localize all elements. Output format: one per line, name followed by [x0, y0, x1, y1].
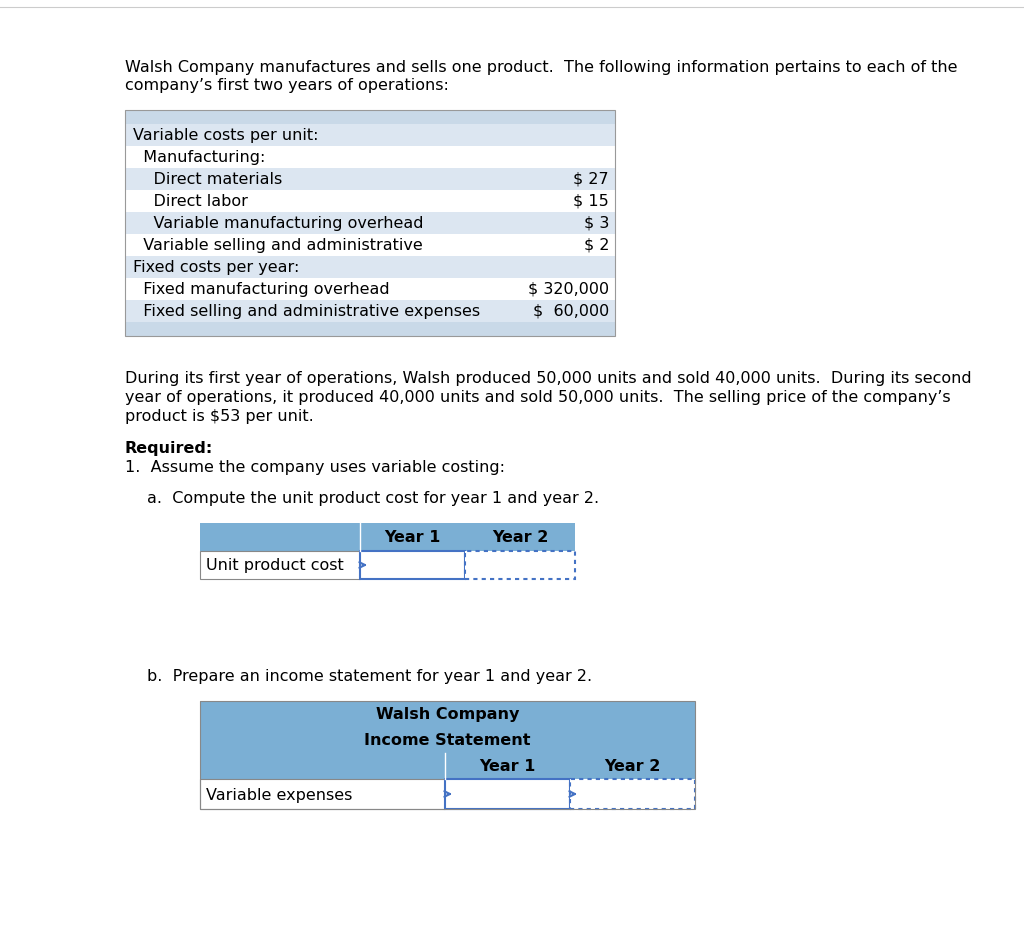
Text: Year 2: Year 2 [492, 529, 548, 545]
Text: Walsh Company manufactures and sells one product.  The following information per: Walsh Company manufactures and sells one… [125, 60, 957, 75]
Text: Required:: Required: [125, 441, 213, 456]
Bar [125, 124, 615, 146]
Text: Unit product cost: Unit product cost [206, 558, 344, 573]
Text: year of operations, it produced 40,000 units and sold 50,000 units.  The selling: year of operations, it produced 40,000 u… [125, 390, 950, 405]
Bar [200, 551, 360, 579]
Bar [360, 551, 465, 579]
Text: $ 2: $ 2 [584, 238, 609, 253]
Bar [125, 110, 615, 124]
Bar [200, 701, 695, 727]
Text: Variable expenses: Variable expenses [206, 788, 352, 803]
Bar [125, 190, 615, 212]
Bar [125, 168, 615, 190]
Text: Year 1: Year 1 [479, 759, 536, 774]
Text: $ 27: $ 27 [573, 171, 609, 187]
Bar [200, 523, 575, 551]
Bar [200, 701, 695, 809]
Text: a.  Compute the unit product cost for year 1 and year 2.: a. Compute the unit product cost for yea… [147, 491, 599, 506]
Text: $ 15: $ 15 [573, 193, 609, 208]
Bar [125, 110, 615, 336]
Text: Direct materials: Direct materials [133, 171, 283, 187]
Bar [125, 212, 615, 234]
Text: Walsh Company: Walsh Company [376, 706, 519, 722]
Text: Variable selling and administrative: Variable selling and administrative [133, 238, 423, 253]
Bar [200, 753, 695, 779]
Text: During its first year of operations, Walsh produced 50,000 units and sold 40,000: During its first year of operations, Wal… [125, 371, 972, 386]
Text: company’s first two years of operations:: company’s first two years of operations: [125, 78, 449, 93]
Bar [465, 551, 575, 579]
Text: Manufacturing:: Manufacturing: [133, 150, 265, 165]
Text: b.  Prepare an income statement for year 1 and year 2.: b. Prepare an income statement for year … [147, 669, 592, 684]
Bar [570, 779, 695, 809]
Text: Year 2: Year 2 [604, 759, 660, 774]
Bar [200, 727, 695, 753]
Text: Variable manufacturing overhead: Variable manufacturing overhead [133, 216, 424, 230]
Bar [125, 300, 615, 322]
Text: $  60,000: $ 60,000 [532, 303, 609, 318]
Text: $ 3: $ 3 [584, 216, 609, 230]
Bar [125, 146, 615, 168]
Text: $ 320,000: $ 320,000 [528, 281, 609, 296]
Text: Direct labor: Direct labor [133, 193, 248, 208]
Text: 1.  Assume the company uses variable costing:: 1. Assume the company uses variable cost… [125, 460, 505, 475]
Bar [125, 278, 615, 300]
Text: Variable costs per unit:: Variable costs per unit: [133, 128, 318, 142]
Text: Year 1: Year 1 [384, 529, 440, 545]
Text: Income Statement: Income Statement [365, 732, 530, 747]
Text: Fixed selling and administrative expenses: Fixed selling and administrative expense… [133, 303, 480, 318]
Text: product is $53 per unit.: product is $53 per unit. [125, 409, 313, 424]
Text: Fixed costs per year:: Fixed costs per year: [133, 259, 299, 275]
Bar [200, 779, 445, 809]
Bar [125, 322, 615, 336]
Bar [445, 779, 570, 809]
Bar [125, 234, 615, 256]
Bar [125, 256, 615, 278]
Text: Fixed manufacturing overhead: Fixed manufacturing overhead [133, 281, 389, 296]
